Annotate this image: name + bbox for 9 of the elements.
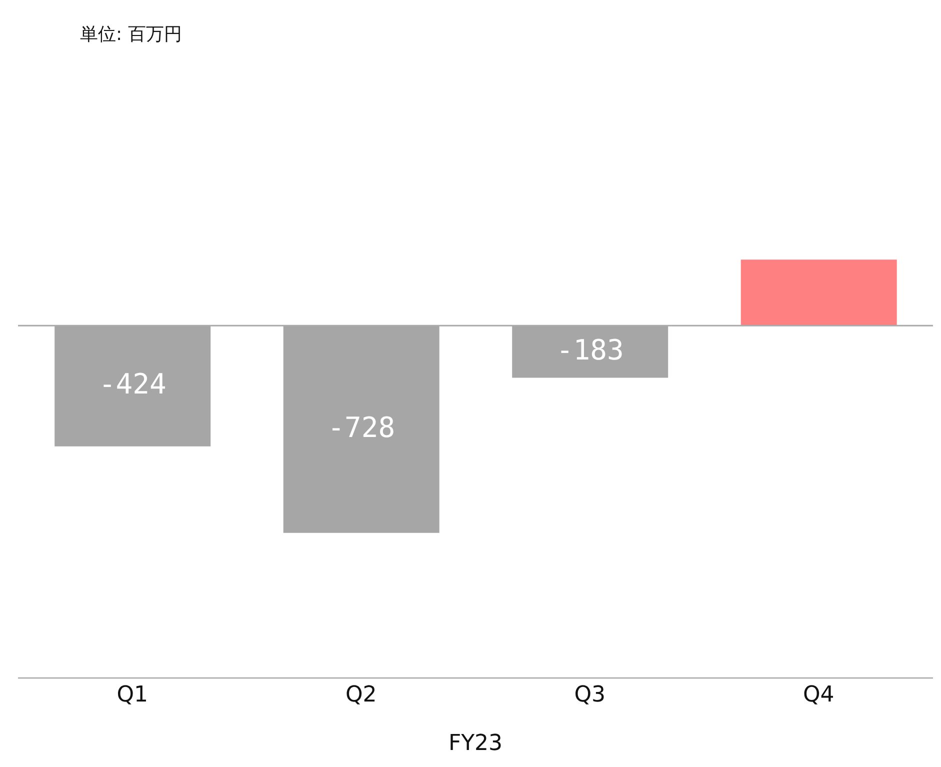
x-tick-label: Q1 <box>116 682 148 708</box>
text: 単位: 百万円 <box>80 23 183 46</box>
x-tick-label: Q3 <box>574 682 606 708</box>
x-tick-label: Q2 <box>345 682 377 708</box>
data-label: -424 <box>98 368 166 401</box>
data-label: -183 <box>556 333 624 366</box>
data-label: -728 <box>328 410 396 444</box>
x-tick-label: Q4 <box>802 682 834 708</box>
x-axis-title: FY23 <box>448 731 503 756</box>
